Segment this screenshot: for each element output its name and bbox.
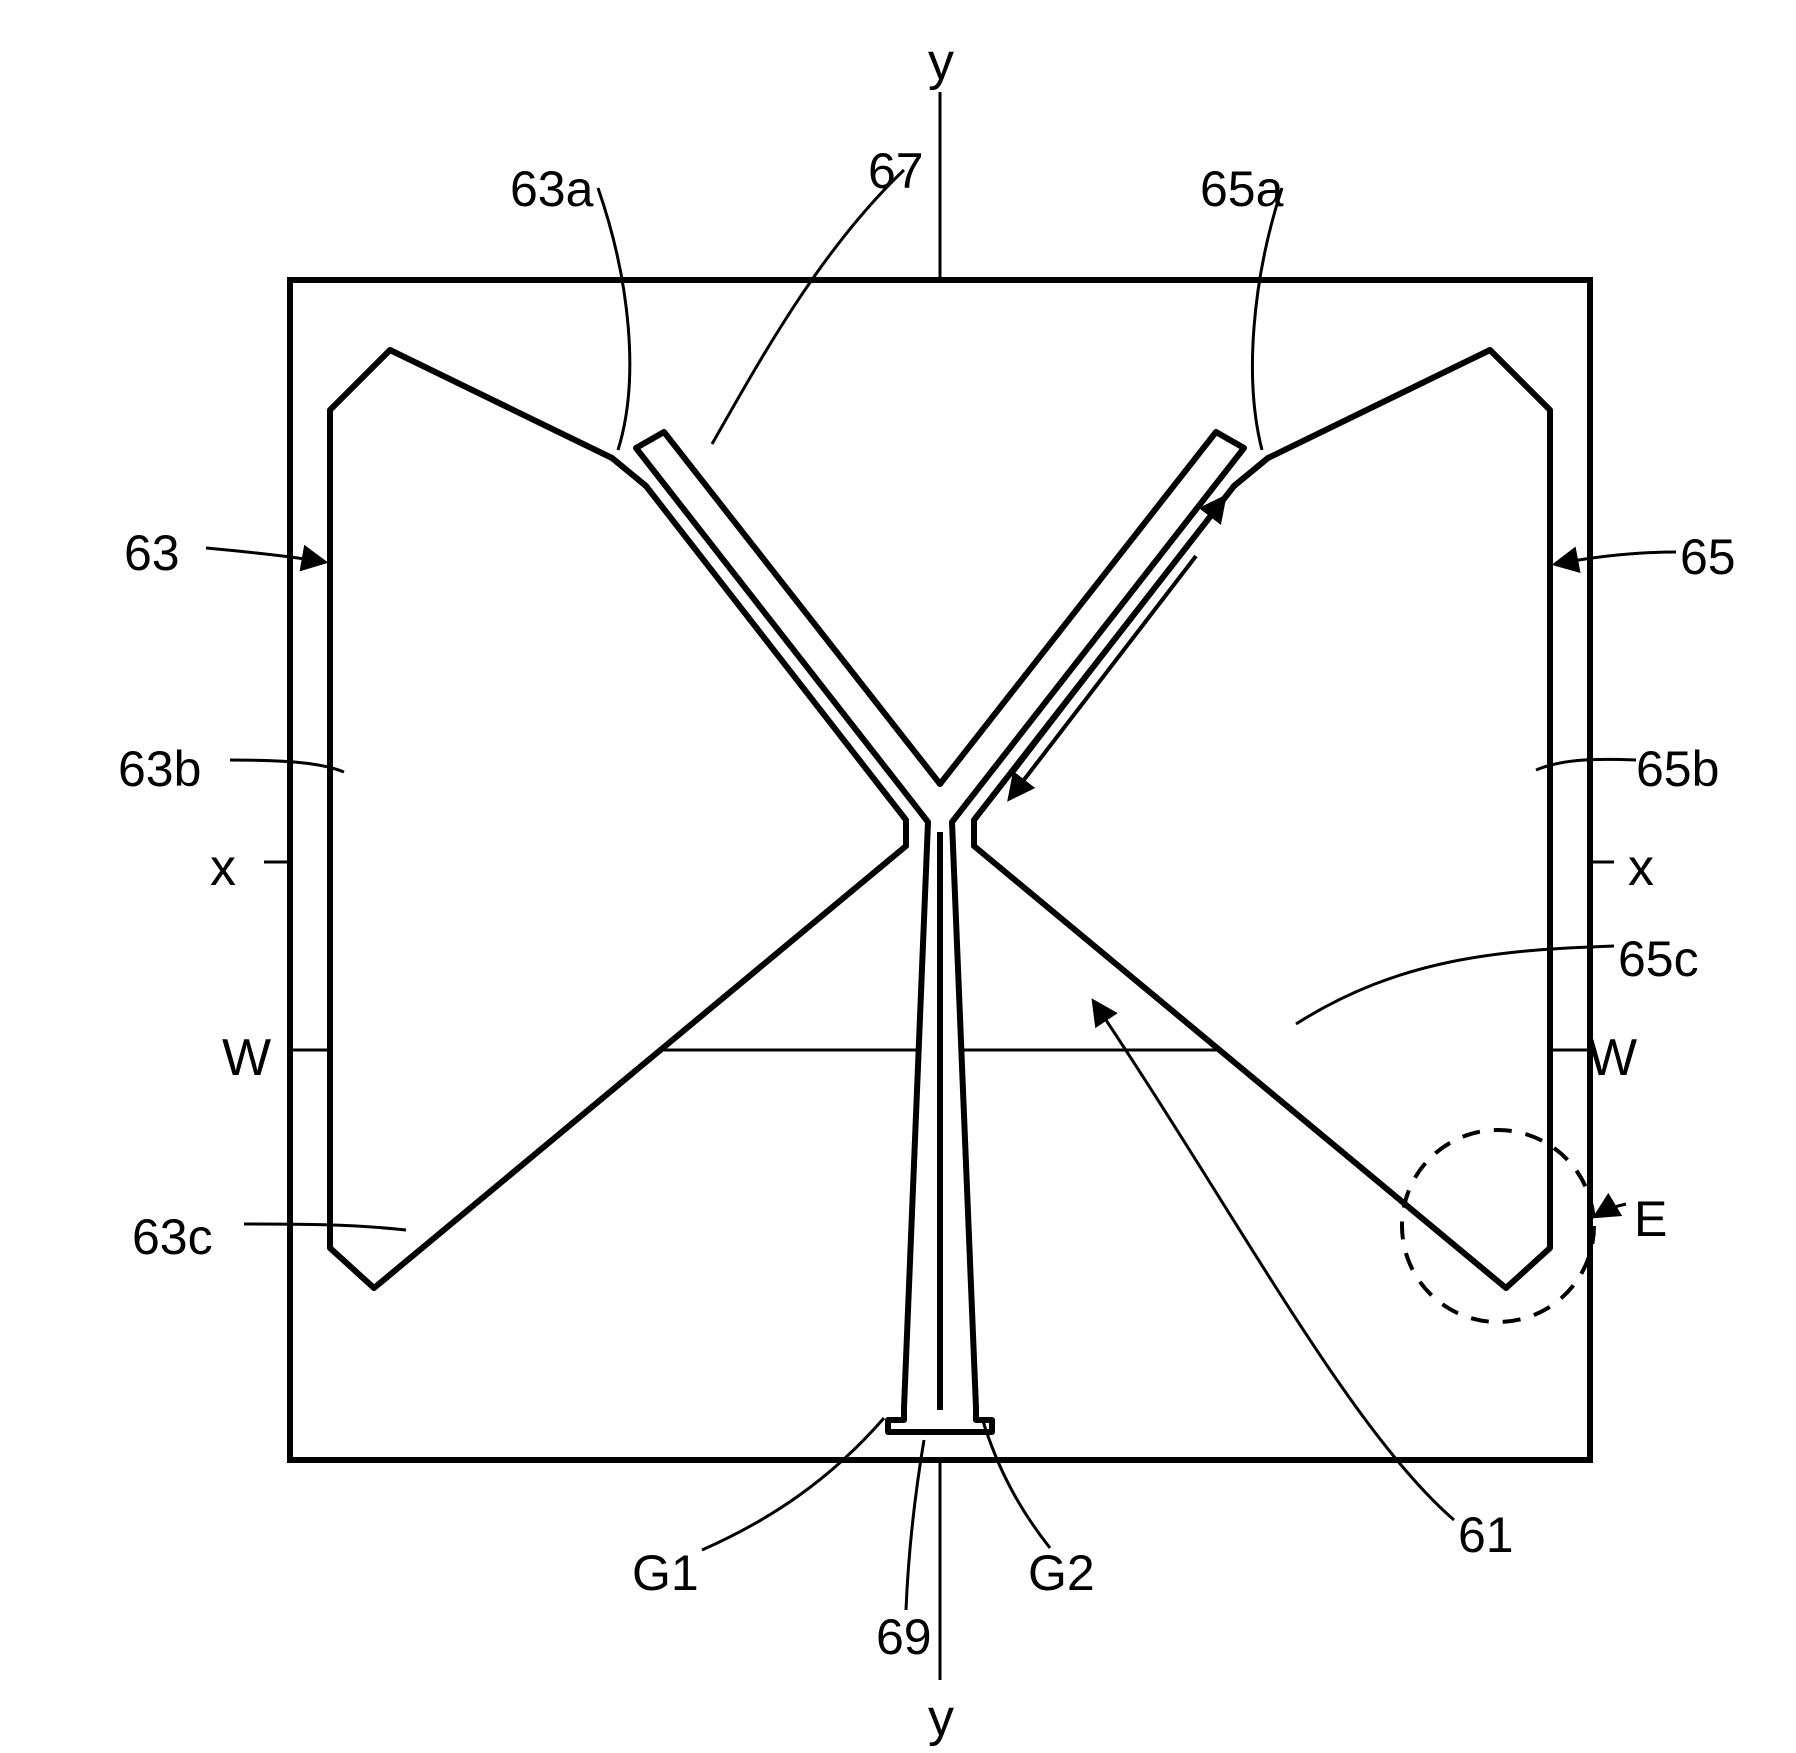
leader-E [1596,1204,1626,1216]
diagram-svg [0,0,1796,1753]
leader-69 [906,1440,924,1610]
patent-diagram: yyxxWW6363a63b63c6565a65b65c676169G1G2E [0,0,1796,1753]
